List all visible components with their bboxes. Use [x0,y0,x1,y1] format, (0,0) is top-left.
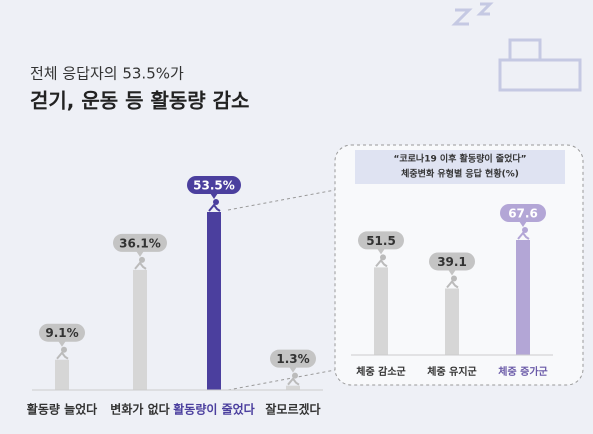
runner-icon [134,261,147,270]
runner-icon [61,346,67,353]
value-label-pointer [58,340,66,347]
bar [374,267,388,355]
inset-title-box [355,150,565,184]
value-label-bubble [429,252,475,271]
x-tick-label: 체중 유지군 [427,365,476,378]
runner-icon [213,199,219,205]
runner-icon [522,227,528,233]
title: 걷기, 운동 등 활동량 감소 [30,89,249,113]
x-tick-label: 변화가 없다 [110,402,169,417]
bar [445,288,459,355]
value-label: 1.3% [276,352,309,366]
x-tick-label: 체중 감소군 [356,365,405,378]
runner-icon [292,372,298,379]
x-tick-label: 잘모르겠다 [265,402,320,417]
value-label-bubble [113,233,167,252]
runner-icon [517,231,530,240]
value-label-bubble [500,204,546,222]
runner-icon [451,275,457,282]
bar [133,269,147,390]
z-icon [476,2,494,16]
value-label-pointer [448,269,456,276]
x-tick-label: 체중 증가군 [498,365,547,378]
value-label-bubble [270,349,316,368]
runner-icon [380,254,386,261]
runner-icon [56,351,69,360]
value-label-pointer [210,193,218,199]
value-label-pointer [136,250,144,257]
subtitle: 전체 응답자의 53.5%가 [30,65,184,83]
value-label: 9.1% [45,326,78,340]
runner-icon [287,377,300,386]
value-label-bubble [358,231,404,250]
z-icon [451,8,473,26]
bed-icon [498,38,582,92]
runner-icon [446,279,459,289]
value-label-pointer [289,366,297,373]
x-tick-label: 활동량 늘었다 [27,402,97,417]
x-tick-label: 활동량이 줄었다 [173,402,254,417]
bar [55,359,69,390]
value-label-pointer [519,221,527,227]
value-label-bubble [187,176,241,194]
value-label: 67.6 [508,207,538,221]
value-label: 39.1 [437,255,467,269]
value-label: 51.5 [366,234,396,248]
runner-icon [139,256,145,263]
inset-title: “코로나19 이후 활동량이 줄었다” [393,153,526,165]
decoration [451,2,582,92]
value-label: 53.5% [193,179,235,193]
value-label-bubble [39,323,85,342]
inset-subtitle: 체중변화 유형별 응답 현황(%) [401,168,519,180]
bar [286,385,300,390]
runner-icon [208,203,221,212]
value-label: 36.1% [119,236,161,250]
bar [207,212,221,390]
value-label-pointer [377,248,385,255]
callout-line [227,189,336,391]
runner-icon [375,258,388,268]
bar [516,240,530,355]
